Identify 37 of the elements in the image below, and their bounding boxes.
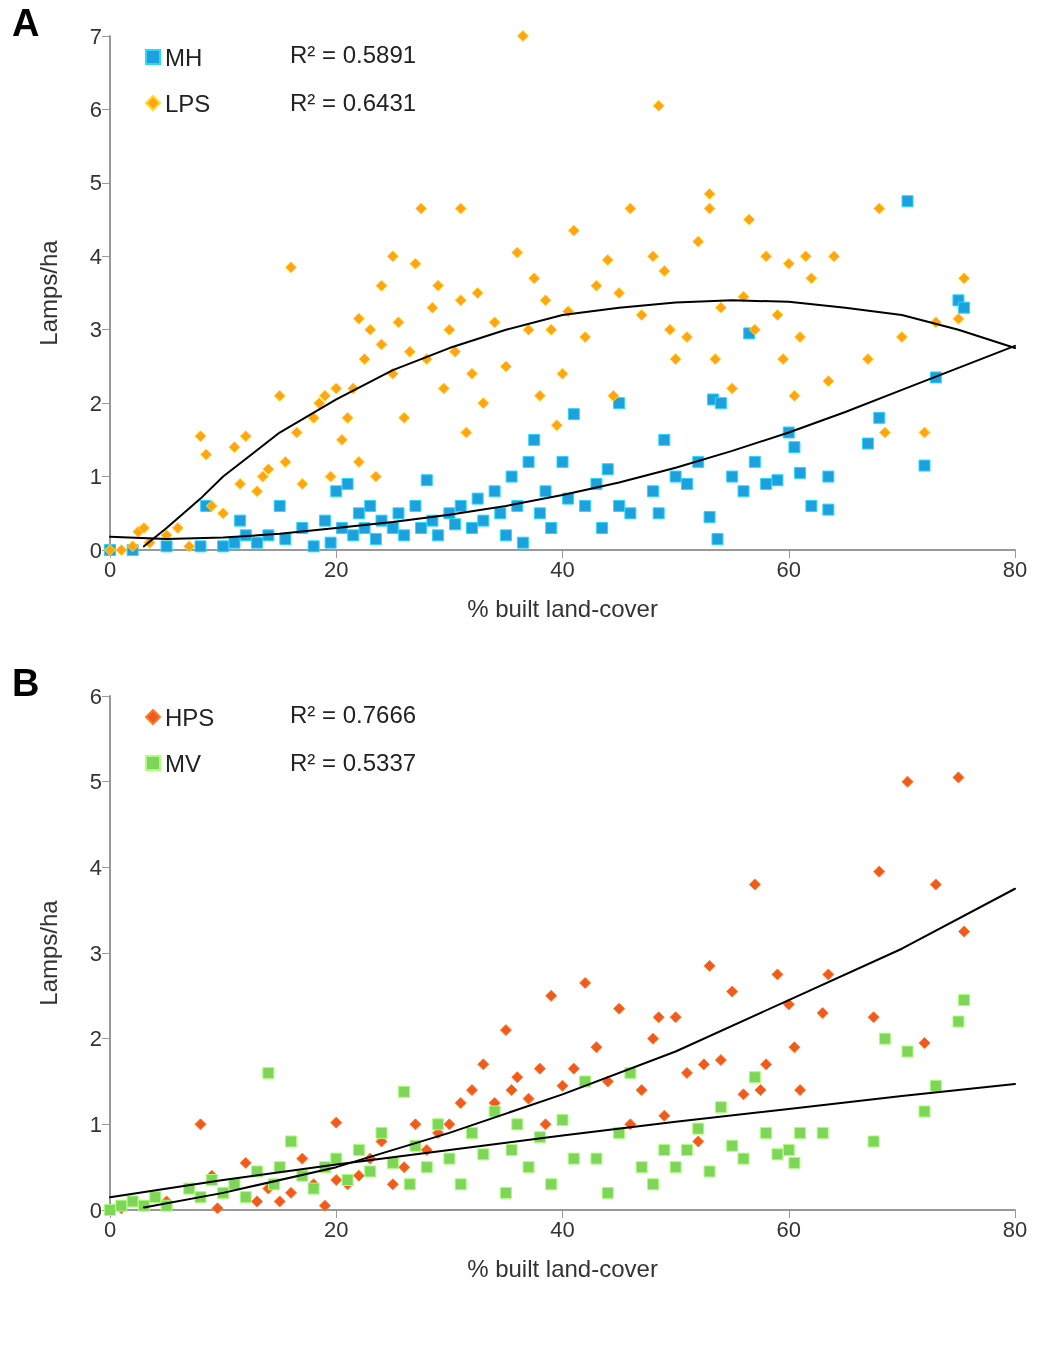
y-tick-label: 0 xyxy=(89,537,102,563)
x-axis-title: % built land-cover xyxy=(467,594,658,622)
y-tick-label: 7 xyxy=(89,23,102,49)
x-axis-title: % built land-cover xyxy=(467,1254,658,1282)
x-tick-label: 20 xyxy=(324,1216,349,1242)
x-tick-label: 20 xyxy=(324,556,349,582)
x-tick-label: 80 xyxy=(1002,556,1028,582)
y-tick-label: 0 xyxy=(89,1197,102,1223)
text: B xyxy=(12,662,40,704)
annotation: R² = 0.7666 xyxy=(290,700,417,728)
x-tick-label: 60 xyxy=(776,556,801,582)
y-axis-title: Lamps/ha xyxy=(34,239,62,346)
x-tick-label: 60 xyxy=(776,1216,801,1242)
legend-label: HPS xyxy=(165,703,215,731)
y-tick-label: 4 xyxy=(89,243,102,269)
x-tick-label: 40 xyxy=(550,556,575,582)
y-tick-label: 3 xyxy=(89,317,102,343)
annotation: R² = 0.5891 xyxy=(290,40,417,68)
y-axis-title: Lamps/ha xyxy=(34,899,62,1006)
text: A xyxy=(12,2,40,44)
x-tick-label: 80 xyxy=(1002,1216,1028,1242)
y-tick-label: 2 xyxy=(89,1026,102,1052)
y-tick-label: 3 xyxy=(89,940,102,966)
x-tick-label: 40 xyxy=(550,1216,575,1242)
annotation: R² = 0.6431 xyxy=(290,88,417,116)
y-tick-label: 4 xyxy=(89,854,102,880)
legend-label: MH xyxy=(165,43,203,71)
y-tick-label: 5 xyxy=(89,769,102,795)
annotation: R² = 0.5337 xyxy=(290,748,417,776)
legend-label: LPS xyxy=(165,89,211,117)
y-tick-label: 5 xyxy=(89,170,102,196)
y-tick-label: 6 xyxy=(89,683,102,709)
y-tick-label: 6 xyxy=(89,96,102,122)
legend-label: MV xyxy=(165,749,201,777)
y-tick-label: 1 xyxy=(89,464,102,490)
y-tick-label: 1 xyxy=(89,1111,102,1137)
y-tick-label: 2 xyxy=(89,390,102,416)
